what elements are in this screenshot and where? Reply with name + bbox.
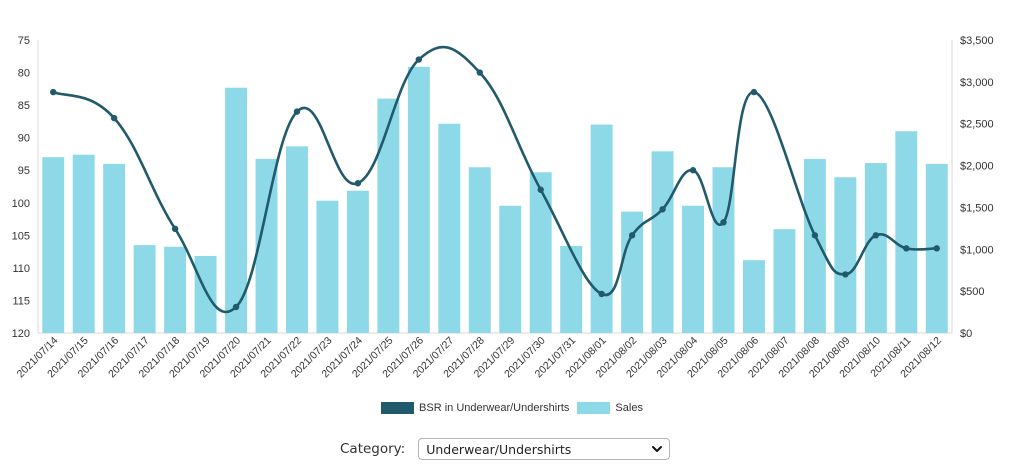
sales-bar[interactable] (285, 146, 308, 333)
category-selected-value: Underwear/Undershirts (426, 441, 572, 457)
bsr-sales-chart: 75 80 85 90 95 100 105 110 115 120 $0 $500 $1,000 $1,… (12, 35, 994, 381)
sales-bar[interactable] (773, 229, 796, 333)
bsr-point[interactable] (415, 56, 423, 63)
bsr-point[interactable] (842, 271, 849, 278)
bsr-point[interactable] (50, 88, 57, 96)
right-axis-tick: $2,500 (960, 119, 994, 131)
bsr-point[interactable] (537, 186, 544, 193)
legend-item-sales[interactable]: Sales (577, 402, 643, 414)
left-axis-tick: 115 (12, 295, 30, 307)
chart-legend: BSR in Underwear/Undershirts Sales (0, 402, 1024, 414)
sales-bar[interactable] (468, 167, 491, 333)
bsr-line (50, 45, 940, 314)
sales-bar[interactable] (72, 154, 95, 333)
legend-label-sales: Sales (615, 402, 643, 414)
sales-swatch-icon (577, 402, 611, 414)
left-axis-tick: 80 (18, 68, 30, 80)
sales-bar[interactable] (316, 200, 339, 333)
left-axis-tick: 100 (12, 198, 30, 210)
category-label: Category: (340, 441, 406, 457)
sales-bar[interactable] (742, 260, 765, 333)
right-axis-tick: $2,000 (960, 161, 994, 173)
bsr-point[interactable] (720, 219, 727, 226)
bsr-swatch-icon (381, 402, 415, 414)
sales-bar[interactable] (377, 98, 400, 333)
sales-bar[interactable] (834, 177, 857, 333)
bsr-point[interactable] (232, 303, 240, 311)
category-selector-row: Category: Underwear/Undershirts (340, 438, 671, 460)
sales-bar[interactable] (133, 245, 156, 333)
bsr-point[interactable] (171, 225, 179, 233)
bsr-point[interactable] (933, 245, 940, 252)
sales-bar[interactable] (255, 158, 278, 333)
right-axis-tick: $1,000 (960, 244, 994, 256)
bsr-point[interactable] (293, 108, 301, 115)
bsr-point[interactable] (598, 290, 605, 298)
bsr-point[interactable] (872, 232, 880, 239)
bsr-point[interactable] (476, 69, 483, 76)
bsr-point[interactable] (110, 114, 118, 122)
sales-bar[interactable] (103, 163, 126, 333)
legend-label-bsr: BSR in Underwear/Undershirts (419, 402, 570, 414)
sales-bar[interactable] (621, 211, 644, 333)
left-axis-tick: 105 (12, 230, 30, 242)
sales-bar[interactable] (438, 123, 461, 333)
sales-bar[interactable] (529, 172, 552, 333)
chart-axes: 75 80 85 90 95 100 105 110 115 120 $0 $500 $1,000 $1,… (12, 35, 994, 340)
right-axis-tick: $3,000 (960, 77, 994, 89)
sales-bar[interactable] (499, 205, 522, 333)
left-axis-tick: 75 (18, 35, 30, 47)
bsr-point[interactable] (903, 245, 910, 252)
legend-item-bsr[interactable]: BSR in Underwear/Undershirts (381, 402, 569, 414)
right-axis-tick: $0 (960, 328, 972, 340)
left-axis-tick: 110 (12, 263, 30, 275)
sales-bar[interactable] (42, 157, 65, 333)
sales-bars (42, 66, 948, 334)
bsr-point[interactable] (811, 232, 819, 239)
left-axis-tick: 120 (12, 328, 30, 340)
sales-bar[interactable] (864, 163, 887, 333)
sales-bar[interactable] (194, 255, 217, 333)
right-axis-tick: $500 (960, 286, 984, 298)
left-axis-tick: 85 (18, 100, 30, 112)
left-axis-tick: 90 (18, 133, 30, 145)
sales-bar[interactable] (651, 151, 674, 333)
right-axis-tick: $3,500 (960, 35, 994, 47)
sales-bar[interactable] (803, 158, 826, 333)
sales-bar[interactable] (225, 87, 248, 334)
sales-bar[interactable] (895, 131, 918, 333)
x-axis-labels: 2021/07/142021/07/152021/07/162021/07/17… (15, 335, 944, 381)
sales-bar[interactable] (407, 66, 430, 333)
sales-bar[interactable] (682, 205, 705, 333)
right-axis-tick: $1,500 (960, 202, 994, 214)
bsr-point[interactable] (659, 206, 666, 213)
category-select[interactable]: Underwear/Undershirts (418, 438, 671, 460)
sales-bar[interactable] (346, 190, 369, 333)
sales-bar[interactable] (560, 245, 583, 333)
sales-bar[interactable] (164, 246, 187, 333)
bsr-point[interactable] (750, 88, 758, 96)
chevron-down-icon (652, 446, 663, 452)
bsr-point[interactable] (689, 167, 697, 174)
left-axis-tick: 95 (18, 165, 30, 177)
sales-bar[interactable] (590, 124, 613, 334)
bsr-point[interactable] (628, 232, 636, 239)
bsr-point[interactable] (354, 180, 362, 187)
